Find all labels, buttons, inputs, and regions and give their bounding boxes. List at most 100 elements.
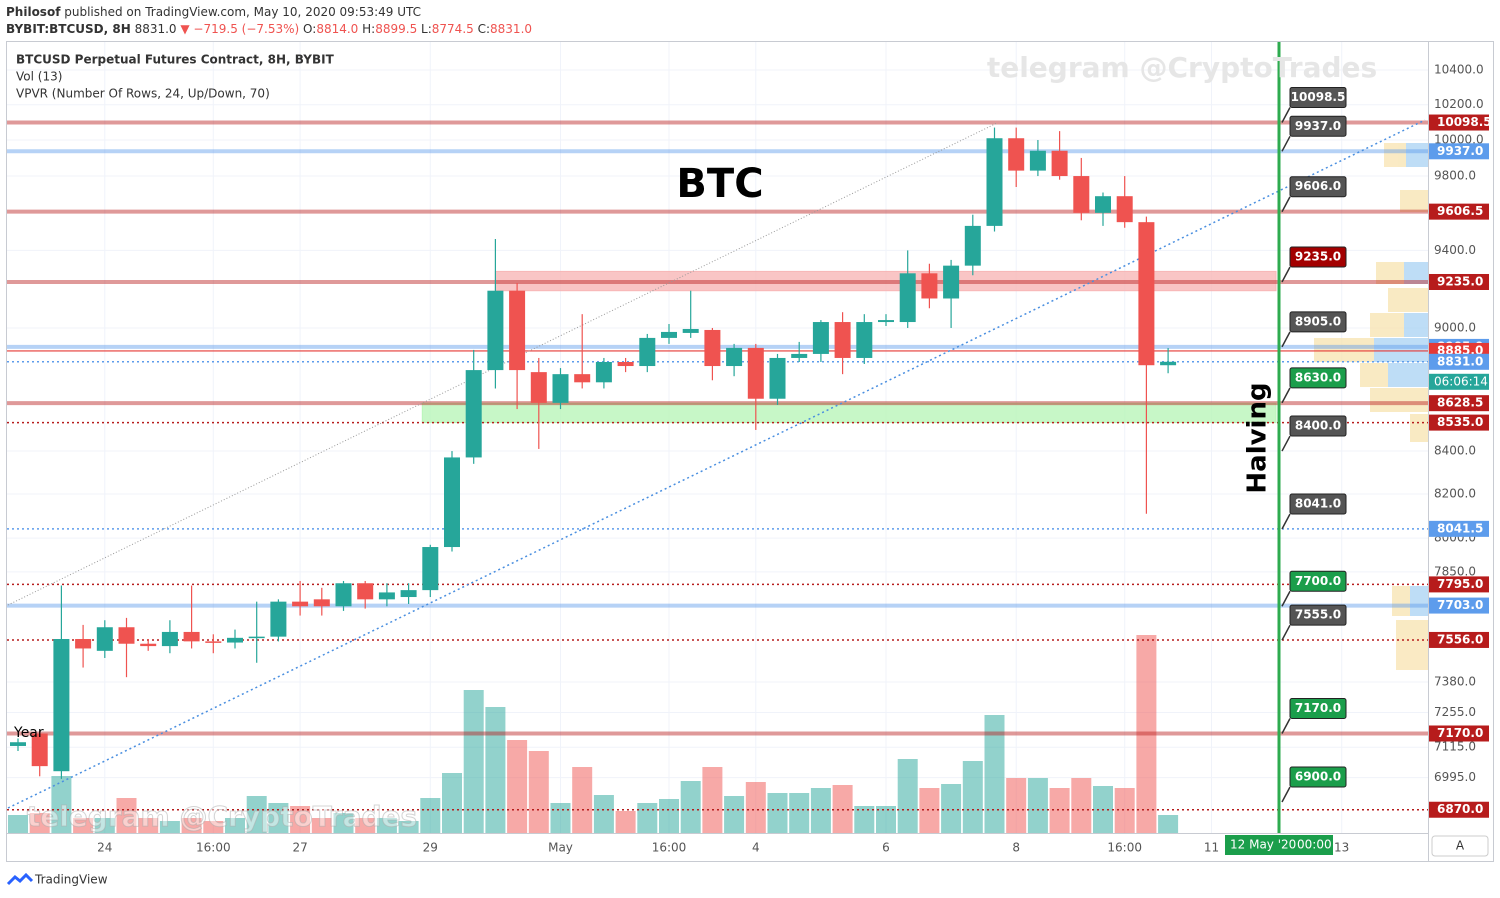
y-tick-label: 10400.0 bbox=[1434, 63, 1484, 77]
brand: TradingView bbox=[34, 873, 108, 887]
level-label: 7795.0 bbox=[1437, 577, 1483, 591]
volume-bar bbox=[528, 751, 549, 833]
x-tick-label: 16:00 bbox=[1107, 841, 1142, 855]
volume-bar bbox=[29, 813, 50, 833]
volume-bar bbox=[897, 759, 918, 833]
header-line: Philosof published on TradingView.com, M… bbox=[6, 5, 421, 19]
callout-pointer bbox=[1281, 786, 1291, 803]
candle-body bbox=[400, 590, 417, 598]
candle-body bbox=[465, 370, 482, 458]
grid-layer bbox=[7, 42, 1428, 833]
callout-pointer bbox=[1281, 387, 1291, 404]
candle-body bbox=[552, 374, 569, 403]
volume-bar bbox=[593, 795, 614, 833]
level-label: 10098.5 bbox=[1437, 115, 1492, 129]
candle-body bbox=[313, 599, 330, 607]
volume-bar bbox=[1158, 815, 1179, 833]
candle-body bbox=[1073, 176, 1090, 213]
countdown-box bbox=[1429, 373, 1489, 390]
candle-body bbox=[378, 592, 395, 600]
symbol: BYBIT:BTCUSD, 8H bbox=[6, 22, 131, 36]
callout-label: 9937.0 bbox=[1295, 119, 1341, 133]
callout-box bbox=[1289, 311, 1347, 333]
volume-bar bbox=[203, 821, 224, 833]
author: Philosof bbox=[6, 5, 61, 19]
vpvr-bar bbox=[1370, 388, 1428, 412]
callout-box bbox=[1289, 493, 1347, 515]
candle-body bbox=[422, 547, 439, 591]
candle-body bbox=[791, 353, 808, 358]
volume-bar bbox=[810, 788, 831, 833]
callout-label: 8905.0 bbox=[1295, 314, 1341, 328]
vpvr bbox=[1314, 143, 1428, 670]
level-label: 7703.0 bbox=[1437, 598, 1483, 612]
countdown: 06:06:14 bbox=[1434, 374, 1488, 388]
y-tick-label: 9000.0 bbox=[1434, 320, 1476, 334]
volume-bar bbox=[442, 773, 462, 833]
candle-body bbox=[1008, 138, 1025, 171]
callout-label: 7170.0 bbox=[1295, 701, 1341, 715]
callout-label: 6900.0 bbox=[1295, 769, 1341, 783]
candle-body bbox=[205, 641, 222, 643]
candle-body bbox=[118, 627, 135, 644]
candle-body bbox=[682, 328, 699, 333]
callout-pointer bbox=[1281, 624, 1291, 641]
h-label: H: bbox=[362, 22, 375, 36]
candle-body bbox=[964, 225, 981, 266]
published: published on TradingView.com, May 10, 20… bbox=[64, 5, 421, 19]
callout-box bbox=[1289, 367, 1347, 389]
level-label-box bbox=[1429, 114, 1489, 131]
level-label: 7170.0 bbox=[1437, 726, 1483, 740]
level-label: 8535.0 bbox=[1437, 415, 1483, 429]
candle-body bbox=[661, 331, 677, 338]
callouts-layer: 10098.5 9937.0 9606.0 9235.0 8905.0 8630.0 840… bbox=[1281, 87, 1347, 803]
volume-bar bbox=[463, 690, 484, 833]
x-tick-label: 13 bbox=[1334, 841, 1349, 855]
candle-body bbox=[509, 290, 526, 371]
vpvr-bar bbox=[1410, 414, 1428, 442]
event-time-box bbox=[1225, 835, 1333, 855]
candle-body bbox=[726, 347, 743, 367]
x-tick-label: 8 bbox=[1012, 841, 1020, 855]
volume-bar bbox=[268, 803, 289, 833]
y-tick-label: 7255.0 bbox=[1434, 705, 1476, 719]
candle-body bbox=[812, 322, 829, 354]
candle-body bbox=[878, 320, 894, 323]
l-label: L: bbox=[421, 22, 432, 36]
volume-bar bbox=[376, 818, 397, 833]
level-label-box bbox=[1429, 353, 1489, 370]
c-label: C: bbox=[478, 22, 490, 36]
candle-body bbox=[357, 583, 374, 600]
trend-line bbox=[7, 122, 998, 606]
volume-bar bbox=[854, 806, 875, 833]
callout-box bbox=[1289, 766, 1347, 788]
halving-label: Halving bbox=[1243, 382, 1273, 493]
x-tick-label: 29 bbox=[423, 841, 438, 855]
c-value: 8831.0 bbox=[490, 22, 532, 36]
callout-pointer bbox=[1281, 135, 1291, 152]
volume-bar bbox=[680, 781, 701, 833]
year-label: Year bbox=[13, 725, 44, 741]
vpvr-bar bbox=[1400, 190, 1428, 212]
volume-bar bbox=[637, 803, 658, 833]
volume-bar bbox=[876, 806, 896, 833]
candle-body bbox=[1051, 150, 1068, 177]
candle-body bbox=[248, 636, 265, 639]
scale-button[interactable] bbox=[1431, 835, 1489, 857]
level-label: 8041.5 bbox=[1437, 521, 1483, 535]
volume-bar bbox=[919, 788, 940, 833]
y-tick-label: 8200.0 bbox=[1434, 487, 1476, 501]
scale-button-label[interactable]: A bbox=[1456, 839, 1465, 853]
event-date: 12 May '20 bbox=[1230, 838, 1296, 852]
volume-bar bbox=[615, 811, 636, 833]
candle-body bbox=[444, 457, 460, 548]
callout-box bbox=[1289, 115, 1347, 137]
symbol-line: BYBIT:BTCUSD, 8H 8831.0 ▼ −719.5 (−7.53%… bbox=[6, 22, 532, 36]
watermark: telegram @CryptoTrades bbox=[987, 51, 1377, 84]
candle-body bbox=[10, 742, 26, 746]
candle-body bbox=[899, 273, 916, 323]
y-tick-label: 9800.0 bbox=[1434, 169, 1476, 183]
zone bbox=[421, 402, 1277, 424]
callout-box bbox=[1289, 246, 1347, 268]
